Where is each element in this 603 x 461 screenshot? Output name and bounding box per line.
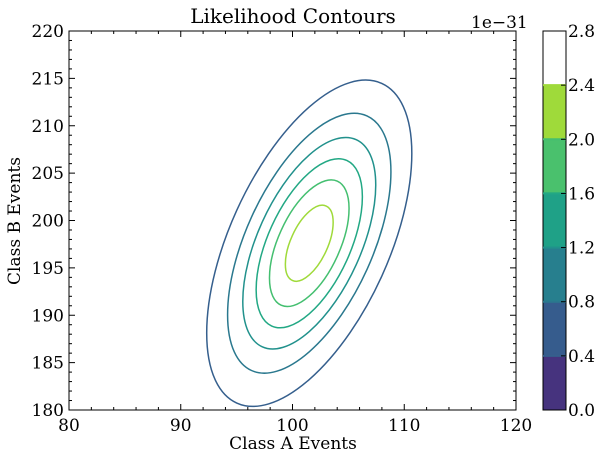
colorbar-offset-label: 1e−31 — [471, 13, 528, 33]
y-tick-label: 215 — [32, 69, 64, 89]
x-tick-label: 100 — [276, 416, 308, 436]
y-tick-label: 220 — [32, 22, 64, 42]
contour-line-1-6 — [255, 157, 364, 329]
contour-line-2-4 — [284, 204, 334, 283]
contour-line-2 — [268, 179, 350, 308]
colorbar-frame — [542, 30, 567, 411]
colorbar-band — [543, 247, 566, 302]
contour-line-0-4 — [205, 79, 413, 408]
colorbar-tick-label: 0.4 — [568, 347, 595, 367]
contour-line-0-8 — [226, 112, 392, 374]
x-tick-label: 90 — [170, 416, 192, 436]
x-tick-label: 110 — [388, 416, 420, 436]
y-tick-label: 205 — [32, 164, 64, 184]
colorbar-band — [543, 139, 566, 194]
colorbar-band — [543, 193, 566, 248]
colorbar-band — [543, 85, 566, 140]
x-tick-label: 80 — [58, 416, 80, 436]
y-tick-label: 195 — [32, 259, 64, 279]
y-axis-label: Class B Events — [5, 157, 25, 285]
plot-frame — [68, 30, 517, 411]
contour-line-1-2 — [242, 136, 377, 350]
colorbar-tick-label: 0.8 — [568, 293, 595, 313]
x-tick-label: 120 — [500, 416, 532, 436]
y-tick-label: 210 — [32, 117, 64, 137]
colorbar-tick-label: 2.4 — [568, 76, 595, 96]
colorbar-tick-label: 1.2 — [568, 239, 595, 259]
y-tick-label: 200 — [32, 212, 64, 232]
chart-title: Likelihood Contours — [190, 4, 396, 28]
colorbar-tick-label: 2.8 — [568, 22, 595, 42]
x-axis-label: Class A Events — [229, 434, 357, 454]
colorbar-band — [543, 355, 566, 410]
colorbar-tick-label: 1.6 — [568, 184, 595, 204]
y-tick-label: 190 — [32, 306, 64, 326]
y-tick-label: 180 — [32, 401, 64, 421]
axes: 80 90 100 110 120 180 185 190 195 200 205 210 215 220 — [32, 22, 533, 436]
colorbar: 0.0 0.4 0.8 1.2 1.6 2.0 2.4 2.8 — [542, 22, 595, 421]
colorbar-band — [543, 301, 566, 356]
plot-area — [205, 79, 413, 408]
y-tick-label: 185 — [32, 354, 64, 374]
colorbar-band — [543, 31, 566, 86]
colorbar-tick-label: 0.0 — [568, 401, 595, 421]
colorbar-tick-label: 2.0 — [568, 130, 595, 150]
